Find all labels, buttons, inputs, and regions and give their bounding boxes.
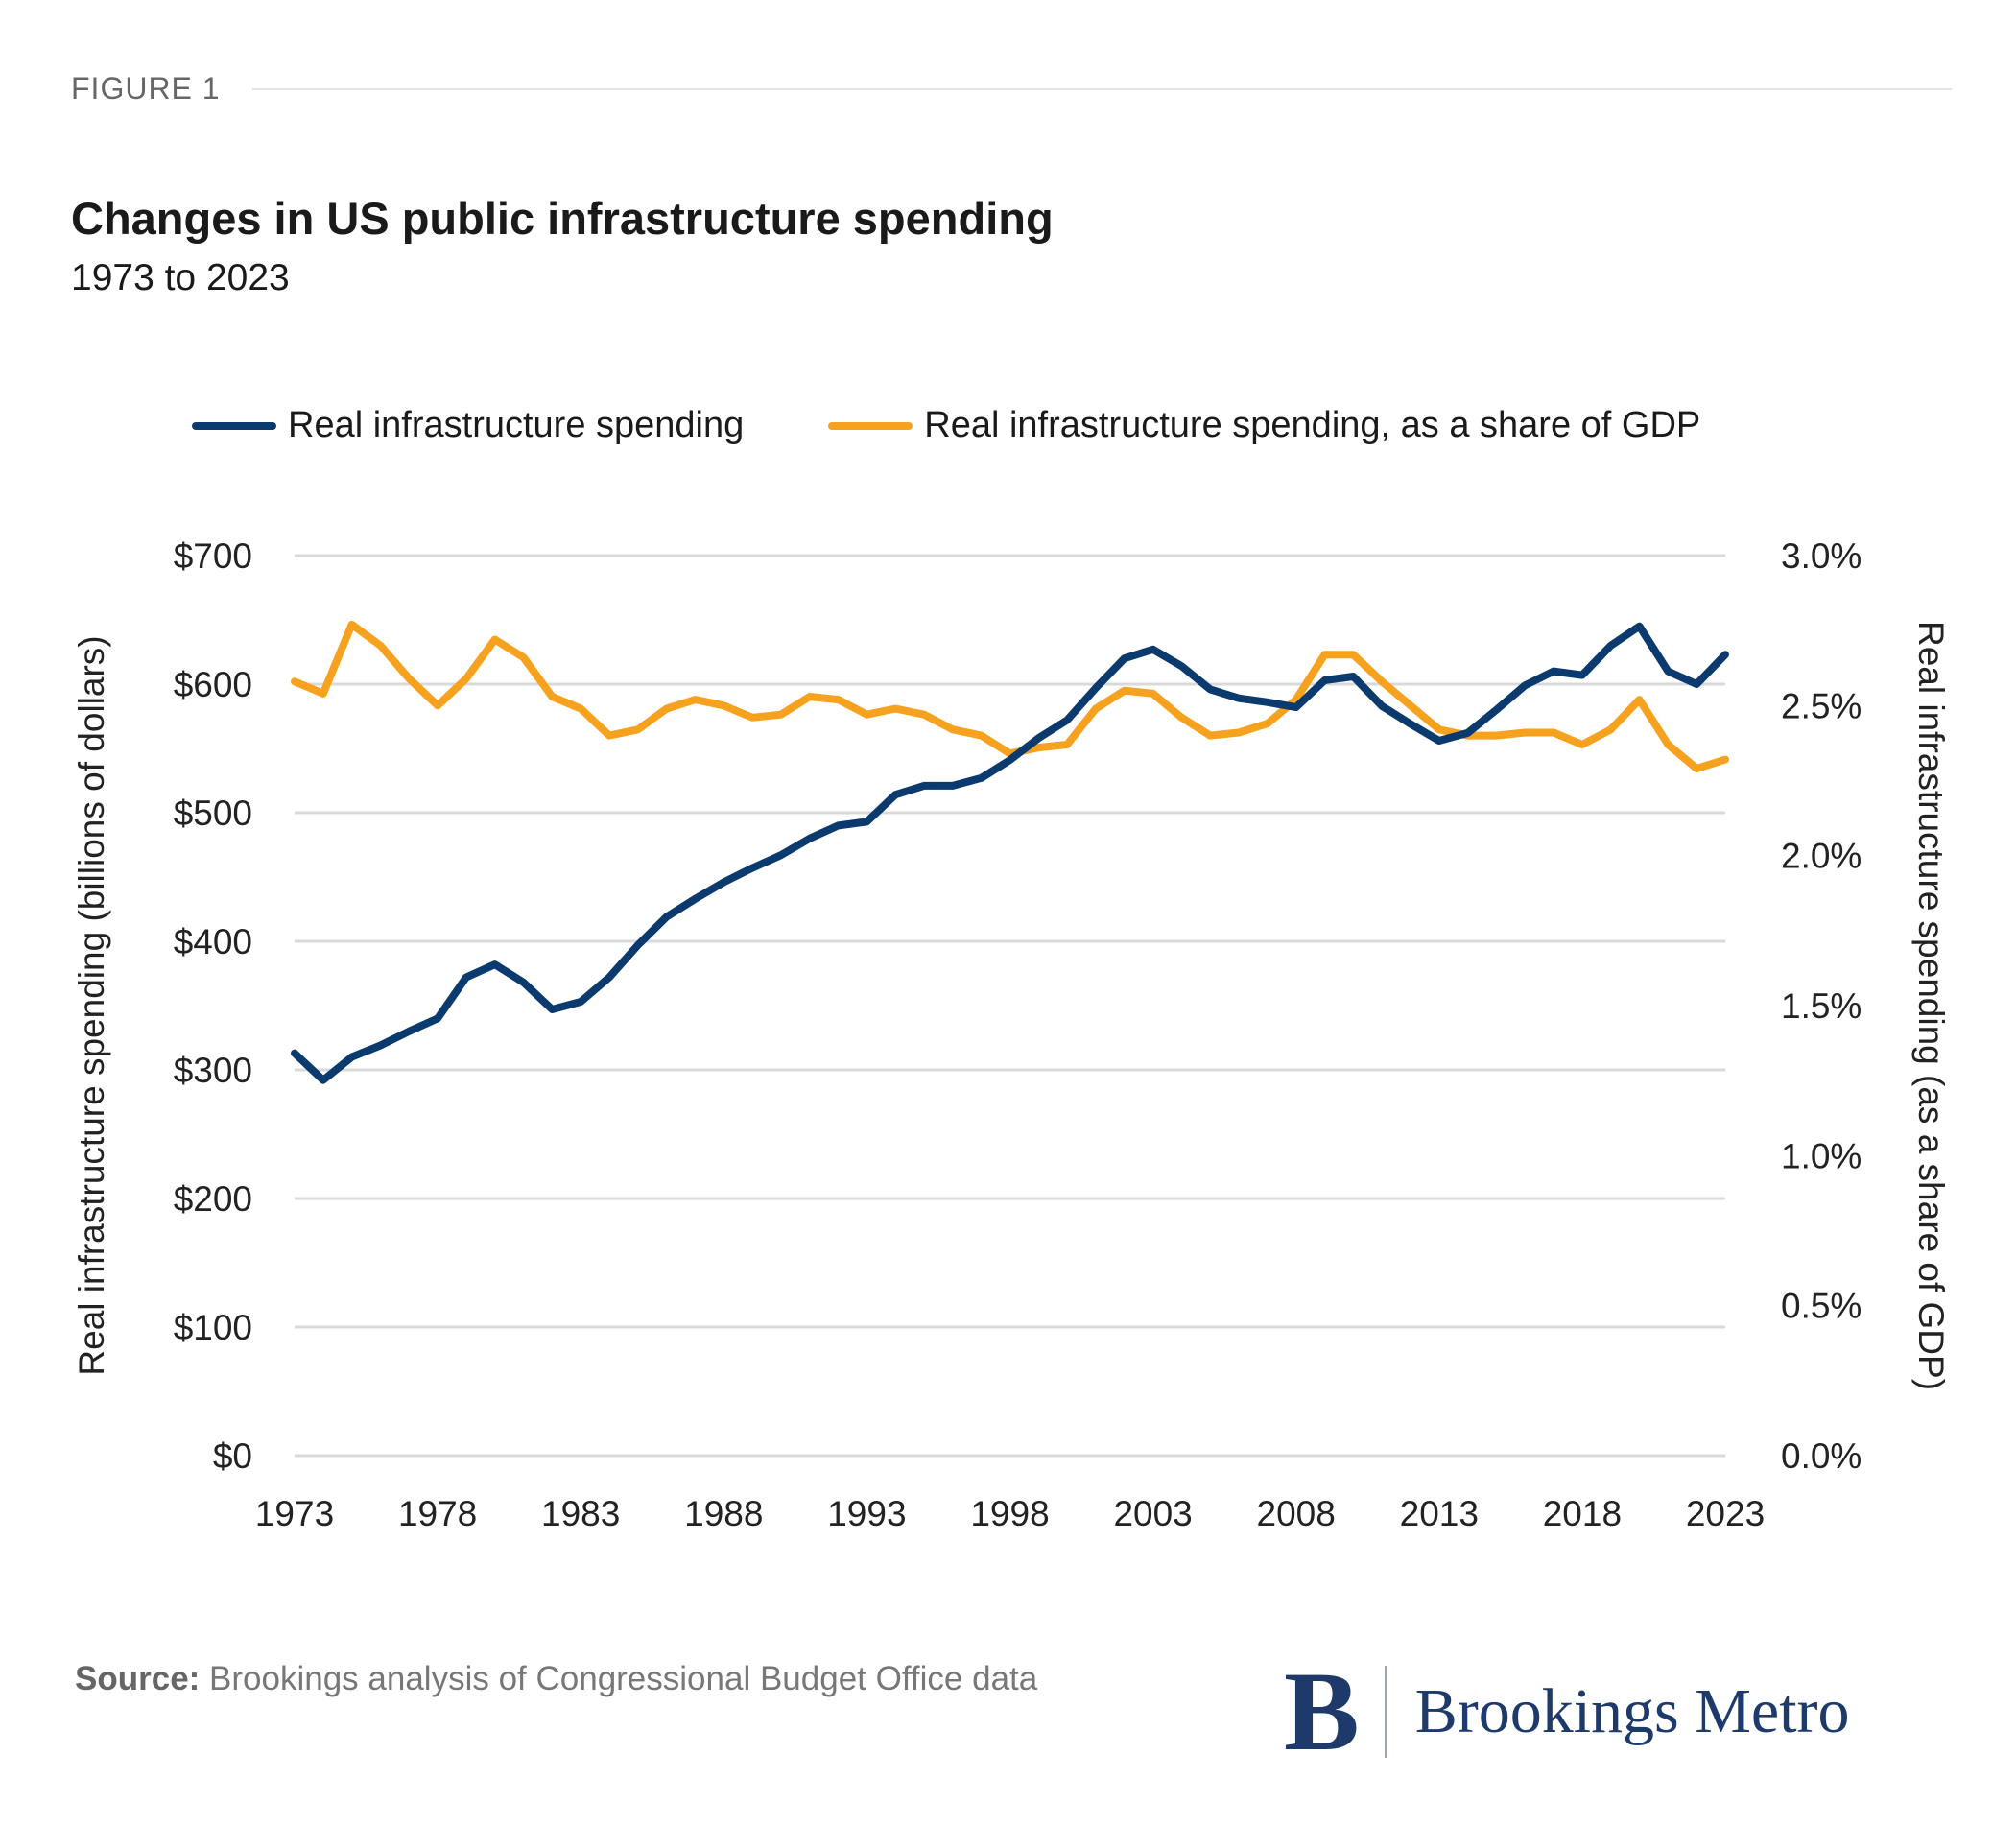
x-tick-label: 2023 — [1686, 1494, 1765, 1533]
figure-label: FIGURE 1 — [71, 71, 221, 106]
y2-axis-title: Real infrastructure spending (as a share… — [1911, 621, 1951, 1390]
y-tick-label: $0 — [213, 1436, 252, 1476]
y-tick-label: $200 — [174, 1179, 252, 1219]
y2-tick-label: 1.0% — [1781, 1136, 1862, 1175]
y-tick-label: $400 — [174, 922, 252, 961]
y-tick-label: $500 — [174, 794, 252, 833]
logo-mark: B — [1284, 1648, 1360, 1774]
x-tick-label: 1988 — [684, 1494, 763, 1533]
y-axis-title: Real infrastructure spending (billions o… — [72, 635, 111, 1375]
legend-label-share: Real infrastructure spending, as a share… — [924, 405, 1701, 445]
y-tick-label: $600 — [174, 665, 252, 704]
y-tick-label: $700 — [174, 536, 252, 576]
header-rule — [252, 88, 1952, 90]
legend-swatch-spending — [192, 421, 276, 430]
y2-tick-label: 0.5% — [1781, 1287, 1862, 1326]
x-tick-label: 1983 — [541, 1494, 620, 1533]
series-line-spending — [291, 622, 1729, 1084]
source-note: Source: Brookings analysis of Congressio… — [75, 1660, 1037, 1698]
x-tick-label: 2003 — [1113, 1494, 1192, 1533]
source-text: Brookings analysis of Congressional Budg… — [200, 1660, 1038, 1697]
x-tick-label: 2008 — [1257, 1494, 1336, 1533]
legend-item-spending: Real infrastructure spending — [192, 405, 744, 446]
legend-item-share: Real infrastructure spending, as a share… — [828, 405, 1700, 446]
legend-swatch-share — [828, 421, 913, 430]
x-tick-label: 1978 — [398, 1494, 477, 1533]
legend: Real infrastructure spending Real infras… — [192, 405, 1785, 446]
logo-name: Brookings Metro — [1414, 1676, 1850, 1746]
y2-tick-label: 3.0% — [1781, 536, 1862, 576]
y2-tick-label: 2.5% — [1781, 686, 1862, 725]
x-tick-label: 1993 — [827, 1494, 906, 1533]
source-label: Source: — [75, 1660, 201, 1697]
y2-tick-label: 2.0% — [1781, 837, 1862, 876]
x-tick-label: 1998 — [970, 1494, 1049, 1533]
y2-tick-label: 1.5% — [1781, 986, 1862, 1026]
y-tick-label: $100 — [174, 1308, 252, 1347]
chart-subtitle: 1973 to 2023 — [71, 257, 290, 298]
x-tick-label: 2013 — [1400, 1494, 1479, 1533]
logo-divider — [1384, 1666, 1387, 1758]
legend-label-spending: Real infrastructure spending — [288, 405, 745, 445]
x-tick-label: 1973 — [255, 1494, 334, 1533]
y2-tick-label: 0.0% — [1781, 1436, 1862, 1476]
y-tick-label: $300 — [174, 1051, 252, 1090]
x-tick-label: 2018 — [1543, 1494, 1622, 1533]
brookings-logo: B Brookings Metro — [1284, 1655, 1850, 1768]
chart-title: Changes in US public infrastructure spen… — [71, 193, 1054, 244]
